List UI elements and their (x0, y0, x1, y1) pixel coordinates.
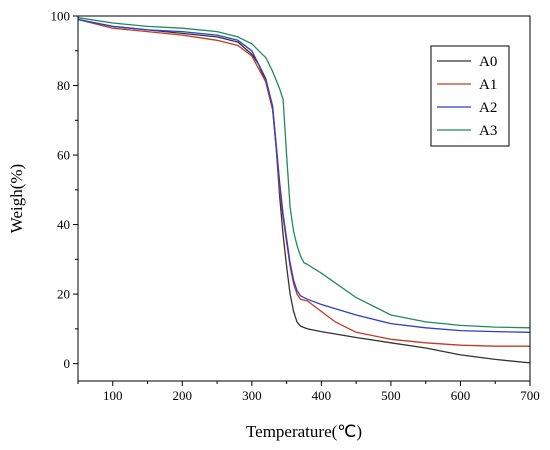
series-line-a2 (77, 18, 531, 333)
legend: A0 A1 A2 A3 (430, 45, 510, 147)
y-tick-label: 0 (64, 356, 71, 371)
x-tick-label: 100 (103, 388, 123, 403)
legend-box (430, 45, 510, 147)
legend-label-a0: A0 (479, 54, 497, 70)
y-tick-label: 40 (57, 217, 70, 232)
legend-label-a2: A2 (479, 100, 497, 116)
series-line-a3 (77, 17, 531, 329)
plot-frame (77, 15, 531, 382)
legend-label-a1: A1 (479, 77, 497, 93)
y-tick-label: 60 (57, 148, 70, 163)
y-tick-label: 100 (51, 9, 71, 24)
y-tick-label: 20 (57, 287, 70, 302)
x-tick-label: 600 (451, 388, 471, 403)
legend-label-a3: A3 (479, 123, 497, 139)
x-tick-label: 300 (242, 388, 262, 403)
series-lines (77, 17, 531, 364)
series-line-a0 (77, 18, 531, 364)
x-tick-label: 200 (173, 388, 193, 403)
x-axis-title: Temperature(℃) (246, 422, 362, 441)
x-tick-label: 700 (520, 388, 540, 403)
y-tick-label: 80 (57, 78, 70, 93)
x-tick-label: 500 (381, 388, 401, 403)
x-tick-label: 400 (312, 388, 332, 403)
y-axis-title: Weigh(%) (7, 164, 26, 233)
